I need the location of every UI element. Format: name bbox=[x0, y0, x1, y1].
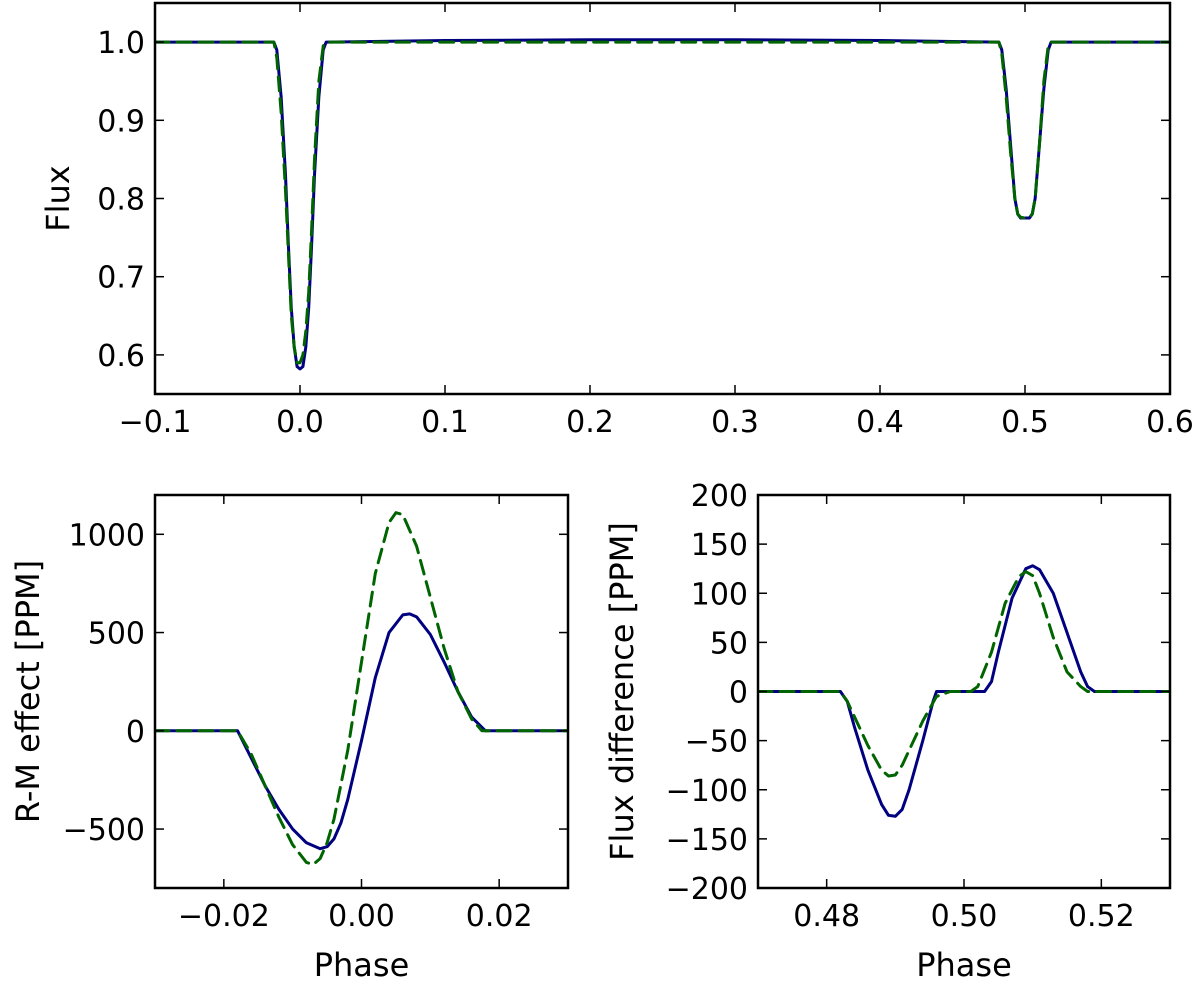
diff-axes-frame bbox=[756, 493, 1172, 890]
top-xtick-label: 0.3 bbox=[711, 405, 759, 440]
top-ylabel: Flux bbox=[39, 165, 77, 232]
flux-light-curve-panel: −0.1 0.0 0.1 0.2 0.3 0.4 0.5 0.6 0.6 0.7 0.8 0.9 1.0… bbox=[39, 1, 1194, 440]
rm-xtick-label: −0.02 bbox=[178, 899, 270, 934]
rm-ytick-label: 500 bbox=[88, 617, 145, 652]
diff-ytick-label: 0 bbox=[729, 676, 748, 711]
rm-axes-frame bbox=[153, 493, 570, 890]
top-xtick-label: 0.2 bbox=[566, 405, 614, 440]
rm-ytick-label: 1000 bbox=[69, 518, 145, 553]
top-xtick-label: 0.5 bbox=[1001, 405, 1049, 440]
top-ytick-label: 0.6 bbox=[97, 339, 145, 374]
diff-series-solid-line bbox=[758, 564, 1170, 818]
top-xtick-label: 0.6 bbox=[1146, 405, 1194, 440]
diff-ytick-label: 100 bbox=[691, 577, 748, 612]
top-ytick-label: 1.0 bbox=[97, 26, 145, 61]
rm-ytick-label: 0 bbox=[126, 715, 145, 750]
rm-xtick-label: 0.00 bbox=[328, 899, 395, 934]
diff-ytick-label: −200 bbox=[666, 872, 748, 907]
rm-xlabel: Phase bbox=[314, 946, 410, 981]
rm-xtick-label: 0.02 bbox=[466, 899, 533, 934]
top-axes-frame bbox=[153, 1, 1172, 396]
diff-ytick-label: 150 bbox=[691, 528, 748, 563]
top-ytick-label: 0.7 bbox=[97, 261, 145, 296]
diff-ytick-label: −100 bbox=[666, 774, 748, 809]
diff-ytick-label: −50 bbox=[685, 725, 748, 760]
diff-ytick-label: 200 bbox=[691, 479, 748, 514]
diff-xtick-label: 0.52 bbox=[1068, 899, 1135, 934]
top-series-dashed-line bbox=[155, 40, 1170, 365]
diff-ytick-label: 50 bbox=[710, 626, 748, 661]
top-ytick-label: 0.9 bbox=[97, 104, 145, 139]
rm-ytick-label: −500 bbox=[63, 813, 145, 848]
diff-ylabel: Flux difference [PPM] bbox=[603, 522, 641, 861]
diff-xlabel: Phase bbox=[916, 946, 1012, 981]
top-xtick-label: 0.0 bbox=[276, 405, 324, 440]
diff-xtick-label: 0.48 bbox=[793, 899, 860, 934]
diff-ytick-label: −150 bbox=[666, 823, 748, 858]
rm-effect-panel: −0.02 0.00 0.02 −500 0 500 1000 R-M effect [PPM… bbox=[9, 493, 570, 981]
top-xtick-label: 0.4 bbox=[856, 405, 904, 440]
diff-series-dashed-line bbox=[758, 570, 1170, 778]
rm-series-solid-line bbox=[155, 612, 568, 851]
rm-series-dashed-line bbox=[155, 511, 568, 866]
top-ytick-label: 0.8 bbox=[97, 183, 145, 218]
top-xtick-label: 0.1 bbox=[421, 405, 469, 440]
diff-xtick-label: 0.50 bbox=[931, 899, 998, 934]
top-xtick-label: −0.1 bbox=[119, 405, 192, 440]
rm-ylabel: R-M effect [PPM] bbox=[9, 560, 47, 823]
flux-difference-panel: 0.48 0.50 0.52 −200 −150 −100 −50 0 50 100 150 200 F… bbox=[603, 479, 1172, 981]
